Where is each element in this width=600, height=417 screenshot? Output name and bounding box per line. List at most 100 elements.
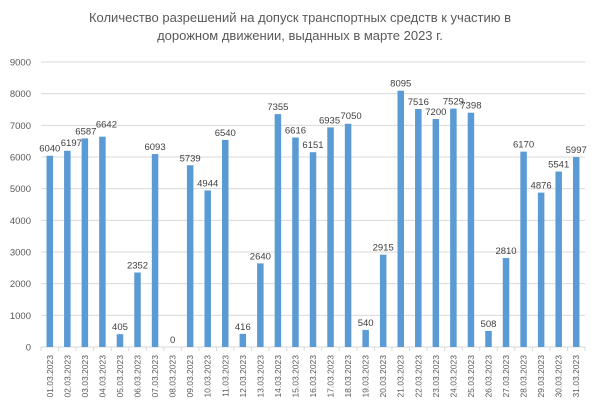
y-tick-label: 9000 <box>10 58 31 69</box>
bar <box>239 333 247 347</box>
x-tick-label: 09.03.2023 <box>185 355 195 398</box>
y-tick-label: 6000 <box>10 153 31 164</box>
data-label: 5997 <box>566 145 587 156</box>
x-tick-label: 21.03.2023 <box>396 355 406 398</box>
x-tick-label: 03.03.2023 <box>80 355 90 398</box>
x-tick-label: 06.03.2023 <box>133 355 143 398</box>
bar <box>257 263 264 347</box>
bar <box>274 114 282 347</box>
data-label: 540 <box>358 318 374 329</box>
x-tick-label: 05.03.2023 <box>115 355 125 398</box>
bar <box>379 254 387 347</box>
bar <box>502 258 510 347</box>
bar <box>344 123 352 347</box>
y-tick-label: 5000 <box>10 184 31 195</box>
x-tick-label: 27.03.2023 <box>501 355 511 398</box>
bar <box>134 272 141 347</box>
bar <box>537 192 545 347</box>
y-tick-label: 2000 <box>10 279 31 290</box>
bar <box>572 157 580 347</box>
data-label: 6093 <box>144 142 165 153</box>
x-tick-label: 11.03.2023 <box>220 355 230 397</box>
data-label: 4876 <box>531 181 552 192</box>
y-tick-label: 4000 <box>10 216 31 227</box>
bar <box>415 108 422 347</box>
x-tick-label: 19.03.2023 <box>361 355 371 398</box>
data-label: 6197 <box>61 138 82 149</box>
data-label: 508 <box>481 319 497 330</box>
data-label: 0 <box>170 335 175 346</box>
x-tick-label: 23.03.2023 <box>431 355 441 398</box>
x-tick-label: 12.03.2023 <box>238 355 248 398</box>
chart-title-line-1: Количество разрешений на допуск транспор… <box>88 10 512 25</box>
bar <box>485 330 492 347</box>
data-label: 6616 <box>285 125 306 136</box>
y-tick-label: 0 <box>26 343 31 354</box>
data-label: 2640 <box>250 251 271 262</box>
data-label: 5541 <box>548 160 569 171</box>
bar <box>309 152 317 347</box>
x-tick-label: 25.03.2023 <box>466 355 476 398</box>
x-tick-label: 28.03.2023 <box>519 355 529 398</box>
y-tick-label: 7000 <box>10 121 31 132</box>
bar <box>362 329 369 347</box>
bar <box>397 90 404 348</box>
data-label: 405 <box>112 322 128 333</box>
bar <box>151 154 159 347</box>
data-label: 7516 <box>408 97 429 108</box>
bar <box>520 151 527 347</box>
data-label: 7050 <box>341 111 362 122</box>
data-label: 6642 <box>96 120 117 131</box>
data-label: 5739 <box>180 153 201 164</box>
bar <box>327 127 334 348</box>
data-label: 416 <box>235 322 251 333</box>
data-label: 2810 <box>495 246 516 257</box>
data-label: 7200 <box>425 107 446 118</box>
bar <box>116 334 124 347</box>
bar <box>186 165 194 347</box>
x-tick-label: 26.03.2023 <box>483 355 493 398</box>
x-tick-label: 07.03.2023 <box>150 355 160 398</box>
y-tick-label: 8000 <box>10 89 31 100</box>
chart-title: Количество разрешений на допуск транспор… <box>0 9 600 45</box>
x-tick-label: 13.03.2023 <box>255 355 265 398</box>
y-tick-label: 3000 <box>10 248 31 259</box>
y-tick-label: 1000 <box>10 311 31 322</box>
x-tick-label: 15.03.2023 <box>290 355 300 398</box>
data-label: 6935 <box>319 115 340 126</box>
x-tick-label: 24.03.2023 <box>448 355 458 398</box>
x-tick-label: 01.03.2023 <box>45 355 55 398</box>
data-label: 4944 <box>197 178 218 189</box>
chart-title-line-2: дорожном движении, выданных в марте 2023… <box>157 28 443 43</box>
data-label: 7398 <box>460 101 481 112</box>
bar <box>204 190 211 347</box>
x-tick-label: 30.03.2023 <box>554 355 564 398</box>
bar <box>432 119 440 347</box>
bar <box>467 112 475 347</box>
bar <box>450 108 457 347</box>
bar <box>99 136 106 347</box>
bar <box>46 155 54 347</box>
x-tick-label: 29.03.2023 <box>536 355 546 398</box>
bar <box>222 139 229 347</box>
x-tick-label: 14.03.2023 <box>273 355 283 398</box>
x-tick-label: 17.03.2023 <box>326 355 336 398</box>
data-label: 6587 <box>75 126 96 137</box>
data-label: 2352 <box>127 261 148 272</box>
bar <box>64 150 71 347</box>
data-label: 6151 <box>302 140 323 151</box>
x-tick-label: 10.03.2023 <box>203 355 213 398</box>
bar <box>81 138 89 347</box>
x-tick-label: 16.03.2023 <box>308 355 318 398</box>
data-label: 6170 <box>513 140 534 151</box>
data-label: 2915 <box>373 243 394 254</box>
bar <box>555 171 562 347</box>
x-tick-label: 08.03.2023 <box>168 355 178 398</box>
data-label: 7355 <box>267 102 288 113</box>
x-tick-label: 31.03.2023 <box>571 355 581 398</box>
data-label: 7529 <box>443 97 464 108</box>
x-tick-label: 18.03.2023 <box>343 355 353 398</box>
x-tick-label: 02.03.2023 <box>62 355 72 398</box>
x-tick-label: 20.03.2023 <box>378 355 388 398</box>
